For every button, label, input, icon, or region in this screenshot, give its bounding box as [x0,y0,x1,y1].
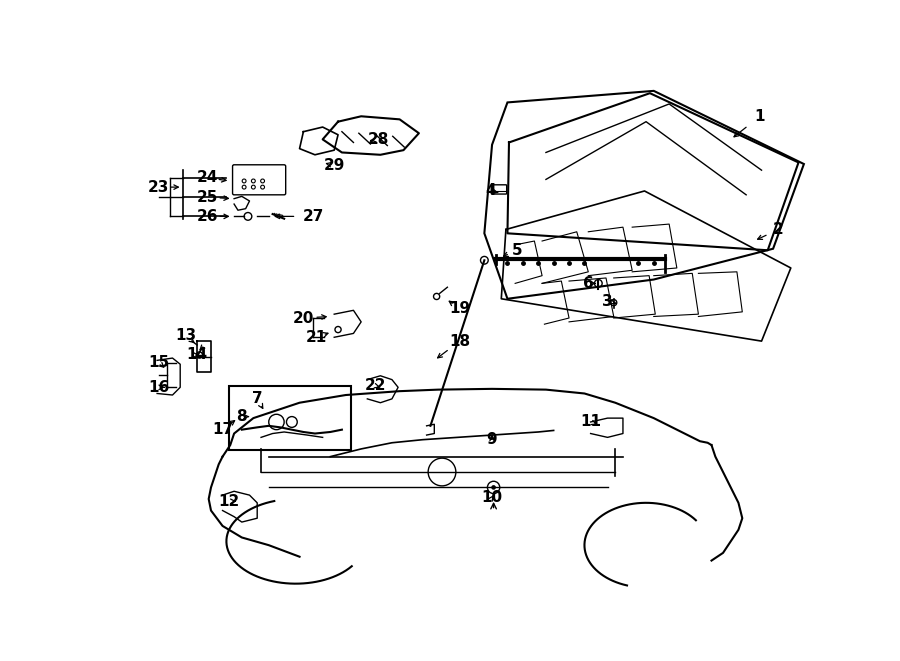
Text: 15: 15 [148,355,169,370]
Text: 20: 20 [292,311,314,325]
Text: 8: 8 [237,409,248,424]
Text: 13: 13 [175,329,196,343]
Text: 27: 27 [302,209,324,224]
Text: 11: 11 [580,414,601,430]
FancyBboxPatch shape [232,165,285,195]
Text: 5: 5 [511,243,522,258]
Text: 28: 28 [367,132,389,147]
Text: 17: 17 [212,422,233,437]
Text: 24: 24 [196,171,218,185]
Text: 18: 18 [449,334,471,348]
Text: 26: 26 [196,209,218,224]
Text: 10: 10 [482,490,502,505]
Text: 12: 12 [218,494,239,509]
Text: 22: 22 [364,378,386,393]
Text: 25: 25 [196,190,218,205]
FancyBboxPatch shape [491,185,507,194]
Text: 29: 29 [323,158,345,173]
Text: 7: 7 [252,391,263,407]
Circle shape [491,485,496,490]
FancyBboxPatch shape [229,386,351,450]
Text: 4: 4 [485,184,496,198]
Text: 9: 9 [487,432,498,447]
Text: 2: 2 [773,222,784,237]
Text: 21: 21 [306,330,327,345]
Text: 23: 23 [148,180,169,194]
Text: 14: 14 [186,348,208,362]
Text: 16: 16 [148,380,169,395]
Text: 19: 19 [449,301,471,316]
Text: 1: 1 [755,109,765,124]
Text: 6: 6 [583,276,594,291]
Text: 3: 3 [602,293,613,309]
